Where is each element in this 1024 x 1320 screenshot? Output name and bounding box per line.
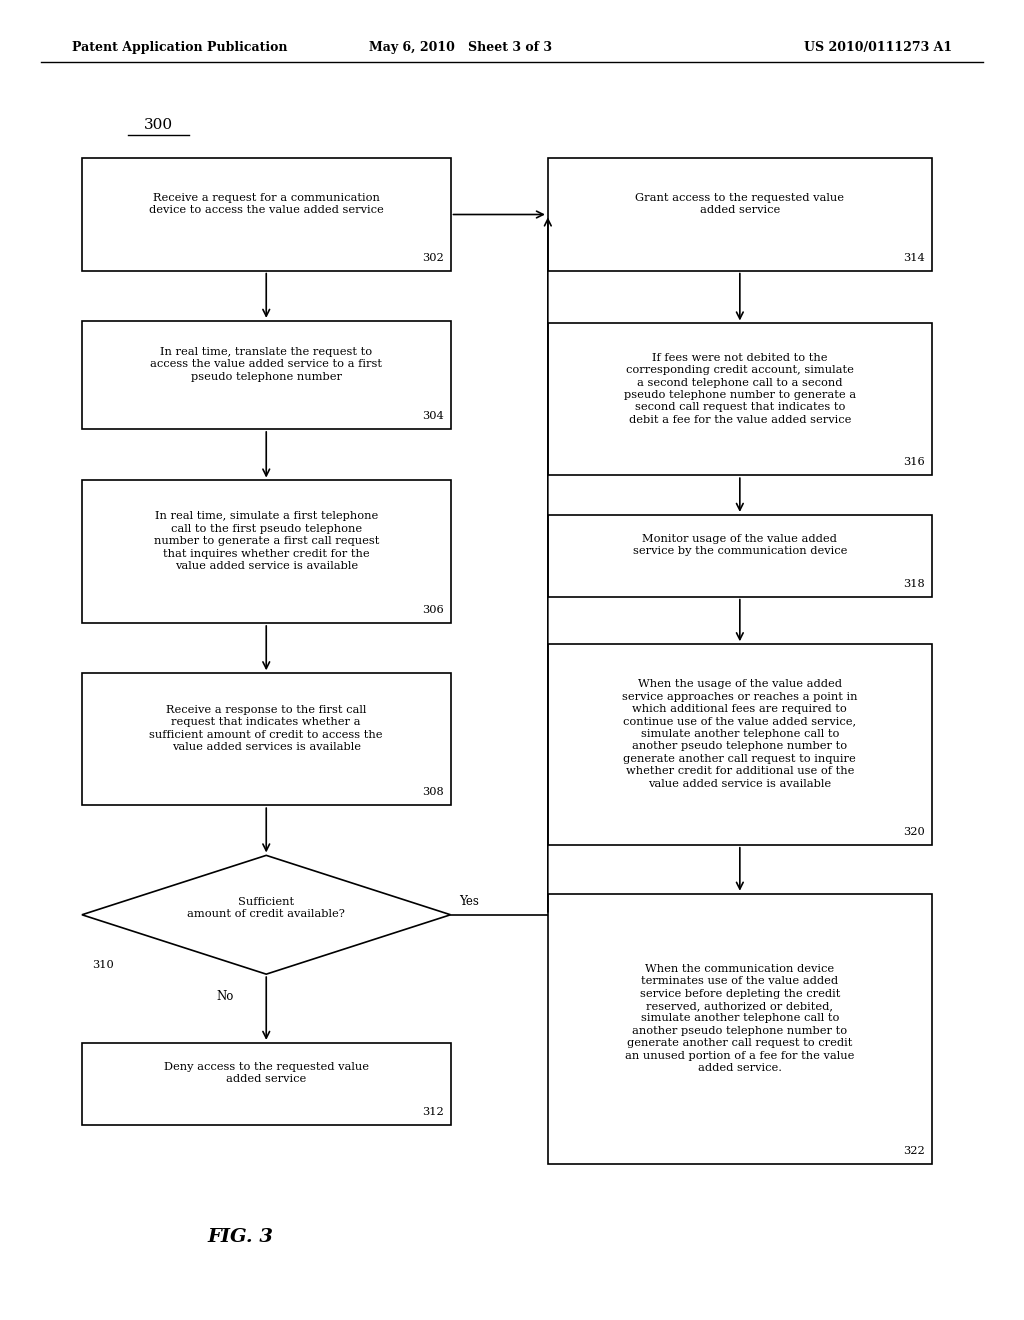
Text: 306: 306	[422, 605, 443, 615]
Text: Monitor usage of the value added
service by the communication device: Monitor usage of the value added service…	[633, 535, 847, 556]
Text: 320: 320	[903, 826, 925, 837]
Text: 312: 312	[422, 1106, 443, 1117]
FancyBboxPatch shape	[548, 323, 932, 475]
FancyBboxPatch shape	[548, 515, 932, 597]
Text: 314: 314	[903, 252, 925, 263]
FancyBboxPatch shape	[82, 480, 451, 623]
Text: Receive a response to the first call
request that indicates whether a
sufficient: Receive a response to the first call req…	[150, 705, 383, 752]
FancyBboxPatch shape	[82, 1043, 451, 1125]
Text: Grant access to the requested value
added service: Grant access to the requested value adde…	[635, 193, 845, 215]
Text: FIG. 3: FIG. 3	[208, 1228, 273, 1246]
FancyBboxPatch shape	[82, 158, 451, 271]
FancyBboxPatch shape	[548, 644, 932, 845]
FancyBboxPatch shape	[548, 158, 932, 271]
Text: 310: 310	[92, 960, 114, 970]
Text: 318: 318	[903, 578, 925, 589]
Text: US 2010/0111273 A1: US 2010/0111273 A1	[804, 41, 952, 54]
Text: 322: 322	[903, 1146, 925, 1156]
FancyBboxPatch shape	[82, 673, 451, 805]
Text: 300: 300	[144, 119, 173, 132]
Text: No: No	[217, 990, 233, 1003]
Text: 308: 308	[422, 787, 443, 797]
Text: In real time, translate the request to
access the value added service to a first: In real time, translate the request to a…	[151, 347, 382, 381]
Text: 316: 316	[903, 457, 925, 467]
FancyBboxPatch shape	[82, 321, 451, 429]
Text: 302: 302	[422, 252, 443, 263]
Text: When the communication device
terminates use of the value added
service before d: When the communication device terminates…	[626, 964, 854, 1073]
Text: Sufficient
amount of credit available?: Sufficient amount of credit available?	[187, 898, 345, 919]
Text: Yes: Yes	[459, 895, 478, 908]
Text: May 6, 2010   Sheet 3 of 3: May 6, 2010 Sheet 3 of 3	[370, 41, 552, 54]
Text: Receive a request for a communication
device to access the value added service: Receive a request for a communication de…	[148, 193, 384, 215]
FancyBboxPatch shape	[548, 894, 932, 1164]
Text: When the usage of the value added
service approaches or reaches a point in
which: When the usage of the value added servic…	[623, 680, 857, 788]
Text: Patent Application Publication: Patent Application Publication	[72, 41, 287, 54]
Text: If fees were not debited to the
corresponding credit account, simulate
a second : If fees were not debited to the correspo…	[624, 352, 856, 425]
Text: 304: 304	[422, 411, 443, 421]
Polygon shape	[82, 855, 451, 974]
Text: In real time, simulate a first telephone
call to the first pseudo telephone
numb: In real time, simulate a first telephone…	[154, 511, 379, 572]
Text: Deny access to the requested value
added service: Deny access to the requested value added…	[164, 1063, 369, 1084]
